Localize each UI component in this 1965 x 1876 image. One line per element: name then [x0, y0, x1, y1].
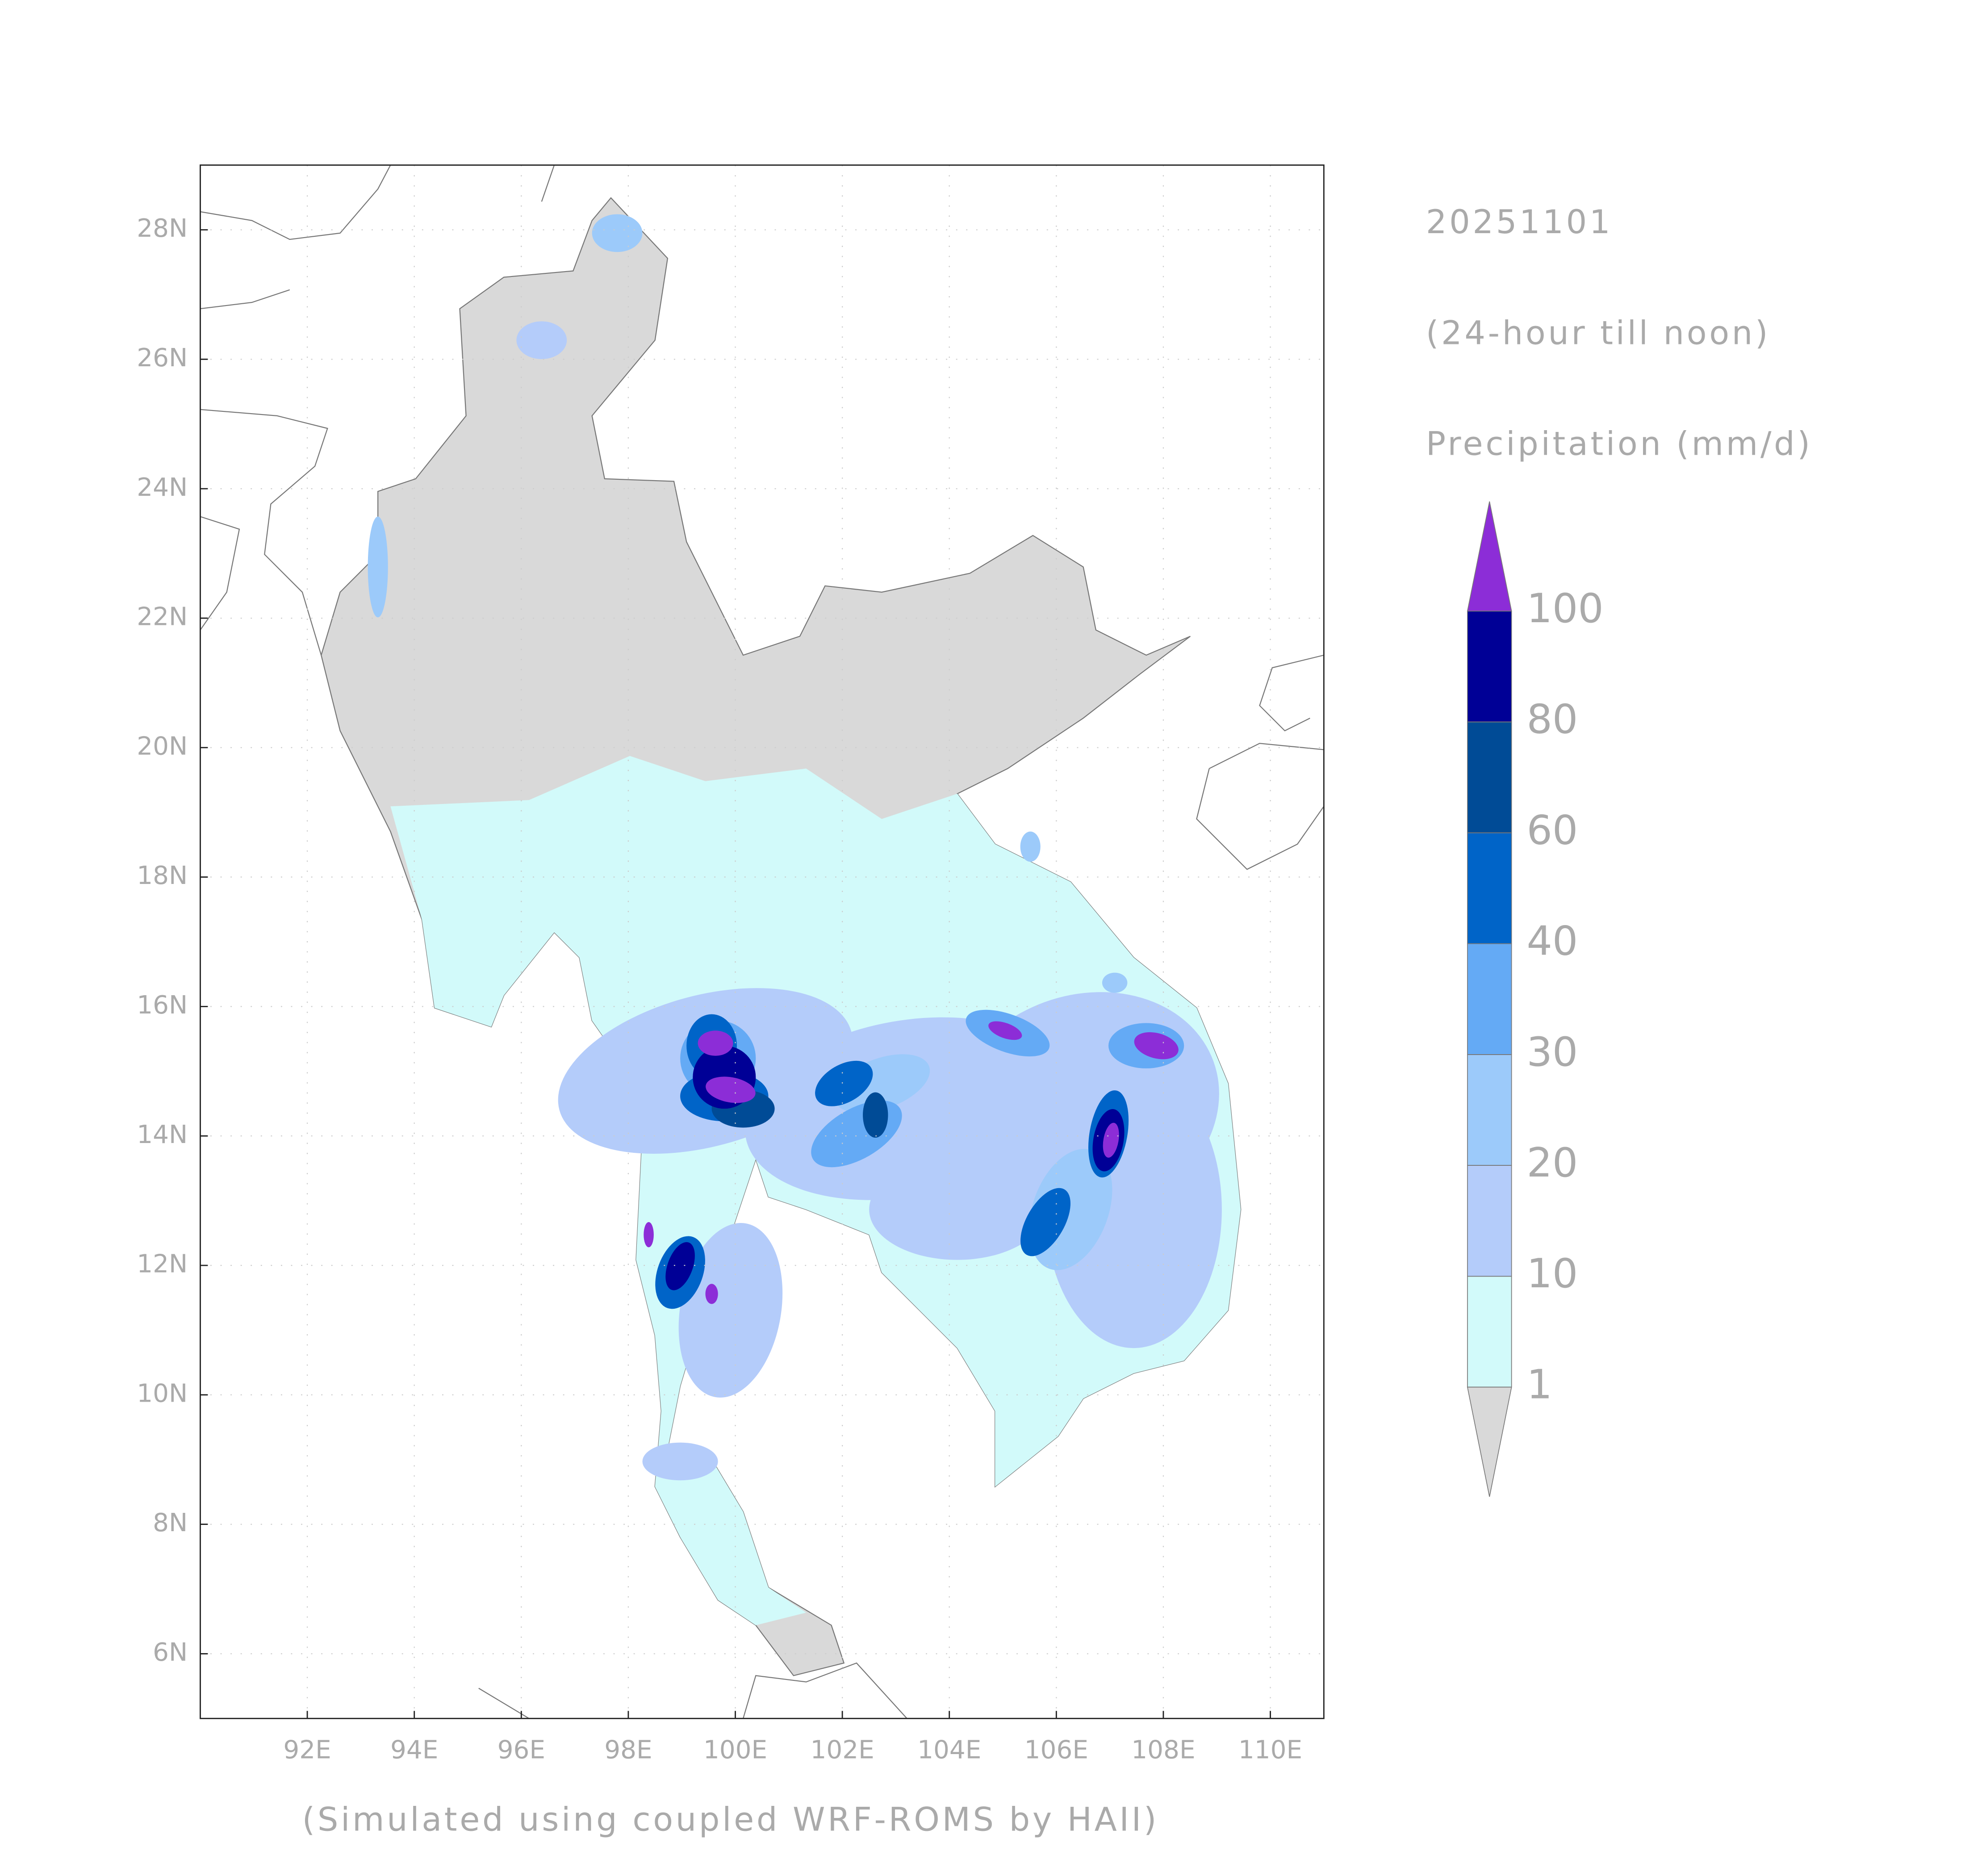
y-tick-label: 18N — [137, 861, 188, 890]
precip-patch — [1134, 1032, 1179, 1059]
x-tick-label: 106E — [1024, 1735, 1088, 1764]
y-tick-label: 22N — [137, 603, 188, 632]
y-tick-label: 26N — [137, 343, 188, 373]
y-tick-label: 16N — [137, 991, 188, 1020]
precip-patch — [1020, 831, 1041, 862]
colorbar-extend-low — [1467, 1386, 1512, 1497]
y-tick-label: 12N — [137, 1250, 188, 1279]
precip-patch — [869, 1159, 1046, 1260]
precip-patch — [592, 214, 643, 252]
footer-note: (Simulated using coupled WRF-ROMS by HAI… — [302, 1801, 1159, 1839]
map-area — [200, 165, 1324, 1719]
map-frame — [200, 164, 1325, 1719]
precip-patch — [1102, 972, 1128, 993]
colorbar-label: 1 — [1526, 1361, 1552, 1408]
y-tick-label: 8N — [153, 1508, 188, 1537]
precip-patch — [644, 1222, 654, 1248]
date-label: 20251101 — [1426, 203, 1613, 241]
colorbar-segment — [1467, 721, 1512, 833]
x-tick-label: 104E — [917, 1735, 981, 1764]
precip-patch — [988, 1021, 1022, 1040]
x-tick-label: 102E — [810, 1735, 874, 1764]
y-tick-label: 24N — [137, 473, 188, 502]
y-tick-label: 28N — [137, 214, 188, 243]
precip-patch — [706, 1076, 756, 1103]
precip-patch — [863, 1092, 888, 1138]
precip-patch — [368, 516, 388, 618]
precip-patch — [698, 1030, 733, 1056]
neighbour-coastline — [200, 165, 1324, 1719]
y-tick-label: 6N — [153, 1638, 188, 1667]
colorbar-segment — [1467, 943, 1512, 1055]
x-tick-label: 108E — [1131, 1735, 1195, 1764]
x-tick-label: 92E — [283, 1735, 331, 1764]
precip-patch — [1020, 1188, 1070, 1256]
precip-patch — [1103, 1122, 1119, 1158]
y-tick-label: 20N — [137, 732, 188, 761]
colorbar-segment — [1467, 611, 1512, 723]
colorbar-label: 40 — [1526, 918, 1578, 965]
colorbar-label: 100 — [1526, 585, 1603, 632]
precip-patch — [642, 1442, 718, 1481]
colorbar-segment — [1467, 1276, 1512, 1388]
colorbar-label: 30 — [1526, 1029, 1578, 1076]
colorbar-segment — [1467, 1054, 1512, 1166]
colorbar-label: 10 — [1526, 1250, 1578, 1297]
x-tick-label: 98E — [604, 1735, 652, 1764]
colorbar-label: 80 — [1526, 696, 1578, 743]
y-tick-label: 10N — [137, 1379, 188, 1408]
colorbar-extend-high — [1467, 501, 1512, 611]
x-tick-label: 110E — [1238, 1735, 1302, 1764]
y-tick-label: 14N — [137, 1120, 188, 1149]
precip-patch — [665, 1242, 695, 1290]
subtitle: (24-hour till noon) — [1426, 314, 1770, 352]
colorbar-label: 20 — [1526, 1139, 1578, 1186]
precip-patch — [705, 1284, 718, 1304]
variable-label: Precipitation (mm/d) — [1426, 425, 1813, 463]
colorbar-label: 60 — [1526, 807, 1578, 854]
x-tick-label: 100E — [703, 1735, 767, 1764]
precip-patch — [815, 1060, 873, 1106]
precip-patch — [516, 321, 567, 359]
x-tick-label: 96E — [498, 1735, 545, 1764]
x-tick-label: 94E — [390, 1735, 438, 1764]
colorbar-segment — [1467, 832, 1512, 944]
colorbar-segment — [1467, 1165, 1512, 1277]
